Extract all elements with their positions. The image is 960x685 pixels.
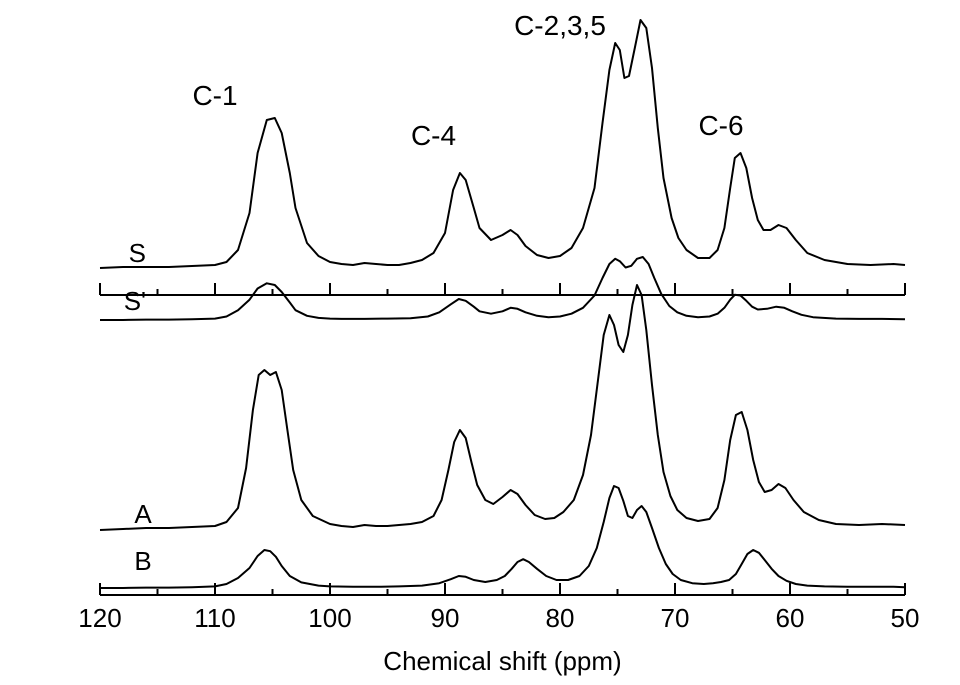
spectrum-S	[100, 20, 905, 268]
peak-label: C-1	[192, 80, 237, 111]
tick-label: 60	[776, 603, 805, 633]
tick-label: 100	[308, 603, 351, 633]
peak-label: C-2,3,5	[514, 10, 606, 41]
tick-label: 70	[661, 603, 690, 633]
spectrum-label: B	[134, 546, 151, 576]
x-axis-label: Chemical shift (ppm)	[383, 646, 621, 676]
spectrum-label: A	[134, 499, 152, 529]
nmr-spectrum-figure: 120 110 100 90 80 70 60 50 Chemical shift (ppm) C…	[0, 0, 960, 685]
spectrum-B	[100, 486, 905, 588]
spectrum-A	[100, 285, 905, 530]
tick-label: 50	[891, 603, 920, 633]
tick-label: 120	[78, 603, 121, 633]
peak-label: C-4	[411, 120, 456, 151]
tick-label: 110	[194, 603, 235, 633]
tick-label: 80	[546, 603, 575, 633]
spectrum-label: S	[129, 238, 146, 268]
tick-label: 90	[431, 603, 460, 633]
peak-label: C-6	[698, 110, 743, 141]
spectrum-Sprime	[100, 257, 905, 320]
spectrum-label: S'	[124, 286, 146, 316]
